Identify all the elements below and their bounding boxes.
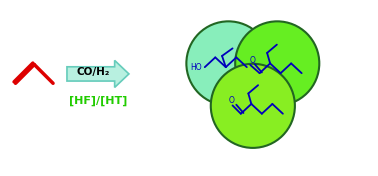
Text: O: O	[229, 96, 235, 105]
Text: O: O	[249, 55, 255, 65]
Text: HO: HO	[190, 63, 201, 72]
FancyArrow shape	[67, 60, 129, 87]
Text: [HF]/[HT]: [HF]/[HT]	[69, 96, 127, 106]
Circle shape	[186, 21, 271, 105]
Text: CO/H₂: CO/H₂	[76, 67, 110, 77]
Circle shape	[235, 21, 319, 105]
Circle shape	[211, 64, 295, 148]
